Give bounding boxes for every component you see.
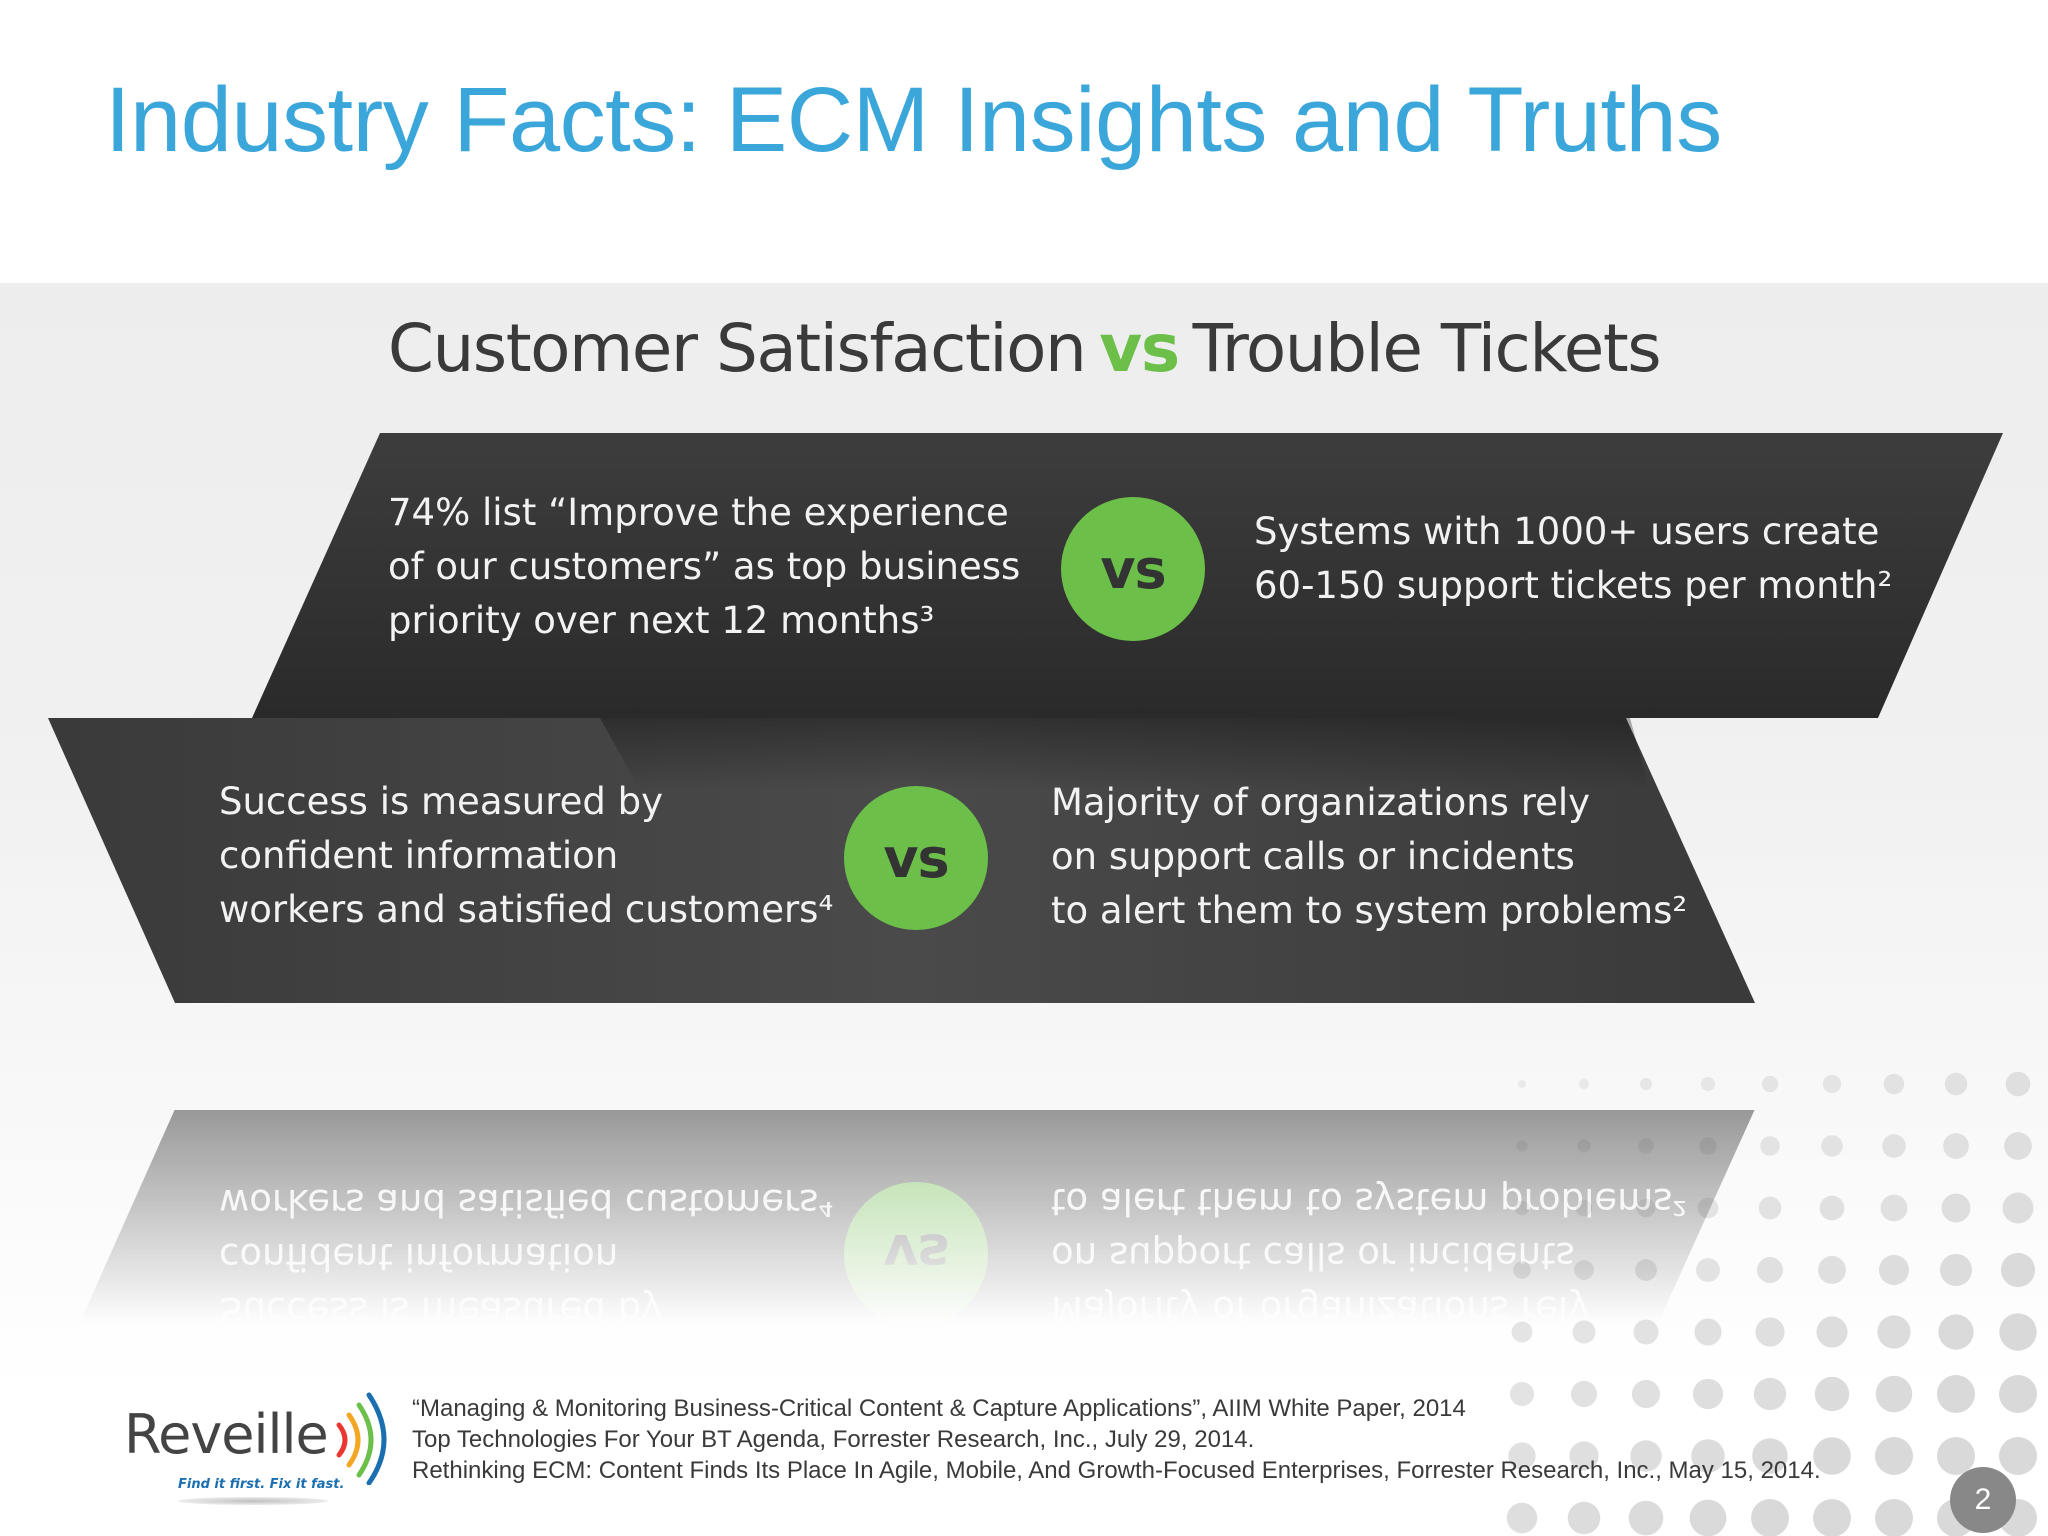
row2-right-line: to alert them to system problems² <box>1051 884 1687 938</box>
decorative-dot <box>1751 1499 1789 1536</box>
logo-wordmark: Reveille <box>124 1403 328 1466</box>
decorative-dot <box>1875 1499 1913 1536</box>
page-number-badge: 2 <box>1950 1467 2016 1533</box>
decorative-dot <box>1629 1501 1664 1536</box>
row1-left-line: priority over next 12 months³ <box>388 594 1020 648</box>
decorative-dot <box>1937 1375 1975 1413</box>
row2-left-text: Success is measured by confident informa… <box>219 775 833 937</box>
row1-left-line: 74% list “Improve the experience <box>388 486 1020 540</box>
decorative-dot <box>1999 1437 2037 1475</box>
row2-right-line: Majority of organizations rely <box>1051 776 1687 830</box>
row2-vs-circle: vs <box>844 786 988 930</box>
row2-right-text: Majority of organizations rely on suppor… <box>1051 776 1687 938</box>
references-list: “Managing & Monitoring Business-Critical… <box>412 1393 1821 1486</box>
row2-right-line: on support calls or incidents <box>1051 830 1687 884</box>
decorative-dot <box>1999 1375 2037 1413</box>
row1-vs-circle: vs <box>1061 497 1205 641</box>
decorative-dot <box>1876 1376 1912 1412</box>
band-reflection: Success is measured by confident informa… <box>0 1110 2048 1360</box>
row1-right-line: Systems with 1000+ users create <box>1254 505 1892 559</box>
row2-left-line: workers and satisfied customers⁴ <box>219 883 833 937</box>
logo-shadow <box>178 1497 328 1505</box>
decorative-dot <box>1690 1500 1727 1536</box>
reveille-logo: Reveille Find it first. Fix it fast. <box>118 1385 388 1495</box>
row1-left-line: of our customers” as top business <box>388 540 1020 594</box>
row1-left-text: 74% list “Improve the experience of our … <box>388 486 1020 648</box>
row2-left-line: confident information <box>219 829 833 883</box>
row1-right-text: Systems with 1000+ users create 60-150 s… <box>1254 505 1892 613</box>
decorative-dot <box>1813 1499 1851 1536</box>
row1-right-line: 60-150 support tickets per month² <box>1254 559 1892 613</box>
reference-item: Top Technologies For Your BT Agenda, For… <box>412 1424 1821 1455</box>
decorative-dot <box>1875 1437 1913 1475</box>
logo-tagline: Find it first. Fix it fast. <box>178 1477 344 1492</box>
reference-item: “Managing & Monitoring Business-Critical… <box>412 1393 1821 1424</box>
row2-left-line: Success is measured by <box>219 775 833 829</box>
decorative-dot <box>1507 1503 1538 1534</box>
reference-item: Rethinking ECM: Content Finds Its Place … <box>412 1455 1821 1486</box>
decorative-dot <box>1568 1502 1601 1535</box>
signal-waves-icon <box>333 1385 393 1485</box>
